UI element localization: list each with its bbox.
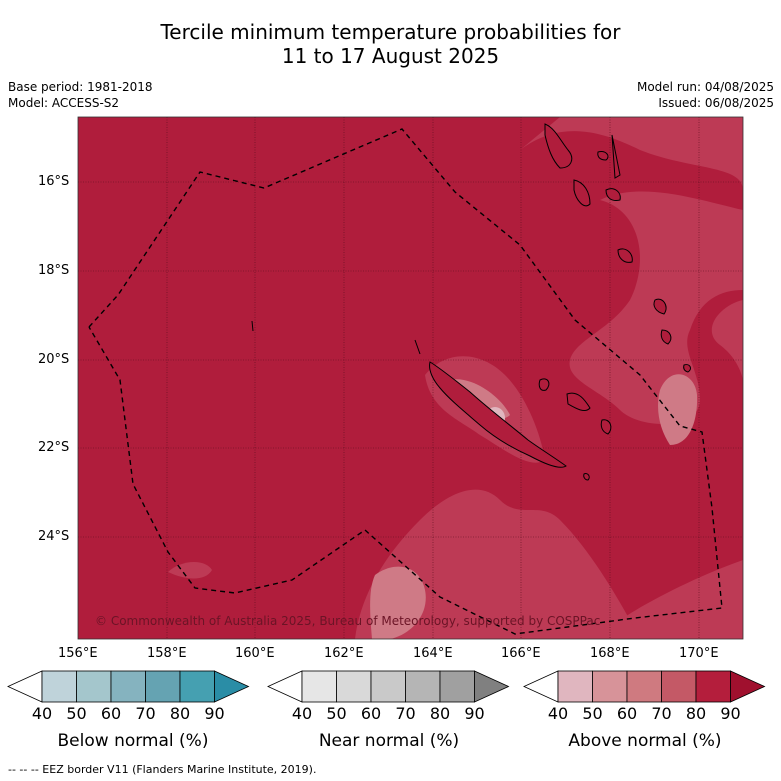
lon-label-166e: 166°E [501, 646, 541, 661]
island-small-east [683, 364, 692, 373]
map-title-line2: 11 to 17 August 2025 [281, 44, 500, 68]
colorbar-below-normal [7, 670, 250, 703]
gridlines [78, 117, 743, 639]
colorbar-near-normal [267, 670, 510, 703]
colorbar-tick-label: 90 [204, 704, 225, 723]
vanuatu-espiritu-santo [544, 123, 573, 169]
vanuatu-island-small-1 [597, 151, 609, 161]
probability-zone-east [520, 117, 743, 639]
map-frame [77, 116, 744, 640]
colorbar-tick-label: 50 [326, 704, 347, 723]
island-outline [414, 339, 421, 355]
colorbar-extend-high [730, 670, 766, 703]
colorbar-tick-label: 40 [31, 704, 53, 723]
colorbar-extend-low [7, 670, 43, 703]
probability-zone-south-light [370, 566, 426, 639]
colorbar-segment [405, 670, 441, 703]
new-caledonia-island [429, 361, 567, 468]
colorbar-label-below: Below normal (%) [57, 731, 209, 751]
vanuatu-aneityum [660, 329, 672, 345]
colorbar-tick-label: 80 [685, 704, 707, 723]
lon-label-162e: 162°E [324, 646, 364, 661]
loyalty-island-3 [600, 419, 612, 435]
lat-label-20s: 20°S [38, 352, 70, 367]
island-small-west [251, 320, 254, 332]
colorbar-segment [557, 670, 593, 703]
colorbar-segment [110, 670, 146, 703]
eez-footer-note: -- -- -- EEZ border V11 (Flanders Marine… [8, 763, 317, 776]
vanuatu-erromango [617, 248, 633, 263]
colorbar-tick-label: 90 [464, 704, 485, 723]
vanuatu-malekula [573, 179, 591, 207]
vanuatu-efate [605, 188, 621, 201]
colorbar-above-normal [523, 670, 766, 703]
lon-label-164e: 164°E [413, 646, 453, 661]
issued-date: Issued: 06/08/2025 [658, 96, 774, 110]
colorbar-segment [76, 670, 112, 703]
eez-border [88, 128, 723, 635]
model-run: Model run: 04/08/2025 [636, 80, 774, 94]
lon-label-158e: 158°E [147, 646, 187, 661]
lon-label-168e: 168°E [590, 646, 630, 661]
colorbar-extend-low [523, 670, 559, 703]
colorbar-tick-label: 90 [720, 704, 741, 723]
colorbar-extend-high [474, 670, 510, 703]
lon-label-160e: 160°E [235, 646, 275, 661]
colorbar-tick-label: 50 [582, 704, 603, 723]
colorbar-tick-label: 60 [616, 704, 638, 723]
colorbar-segment [661, 670, 697, 703]
colorbar-tick-label: 80 [169, 704, 191, 723]
colorbar-segment [626, 670, 662, 703]
colorbar-segment [592, 670, 628, 703]
copyright-notice: © Commonwealth of Australia 2025, Bureau… [95, 614, 601, 628]
loyalty-island-2 [566, 392, 591, 411]
probability-zone-south [355, 489, 640, 639]
colorbar-tick-label: 40 [291, 704, 313, 723]
colorbar-tick-label: 70 [395, 704, 416, 723]
colorbar-segment [145, 670, 181, 703]
island-small-south [583, 473, 590, 481]
colorbar-segment [301, 670, 337, 703]
map-title-line1: Tercile minimum temperature probabilitie… [160, 20, 621, 44]
colorbar-extend-low [267, 670, 303, 703]
colorbar-label-above: Above normal (%) [568, 731, 722, 751]
colorbar-tick-label: 50 [66, 704, 87, 723]
colorbar-extend-high [214, 670, 250, 703]
colorbar-segment [370, 670, 406, 703]
lon-label-170e: 170°E [679, 646, 719, 661]
colorbar-segment [41, 670, 77, 703]
lon-label-156e: 156°E [58, 646, 98, 661]
lat-label-18s: 18°S [38, 263, 70, 278]
colorbar-tick-label: 40 [547, 704, 569, 723]
colorbar-segment [179, 670, 215, 703]
colorbar-segment [439, 670, 475, 703]
colorbar-segment [336, 670, 372, 703]
map-area [78, 117, 743, 639]
colorbar-tick-label: 80 [429, 704, 451, 723]
vanuatu-tanna [653, 298, 667, 315]
colorbar-tick-label: 60 [360, 704, 382, 723]
loyalty-island-1 [538, 378, 550, 391]
base-period: Base period: 1981-2018 [8, 80, 153, 94]
lat-label-16s: 16°S [38, 174, 70, 189]
colorbar-tick-label: 60 [100, 704, 122, 723]
colorbar-label-near: Near normal (%) [318, 731, 460, 751]
lat-label-22s: 22°S [38, 440, 70, 455]
lat-label-24s: 24°S [38, 529, 70, 544]
vanuatu-island-small-2 [611, 134, 621, 179]
colorbar-tick-label: 70 [135, 704, 156, 723]
colorbar-segment [695, 670, 731, 703]
colorbar-tick-label: 70 [651, 704, 672, 723]
model-name: Model: ACCESS-S2 [8, 96, 120, 110]
